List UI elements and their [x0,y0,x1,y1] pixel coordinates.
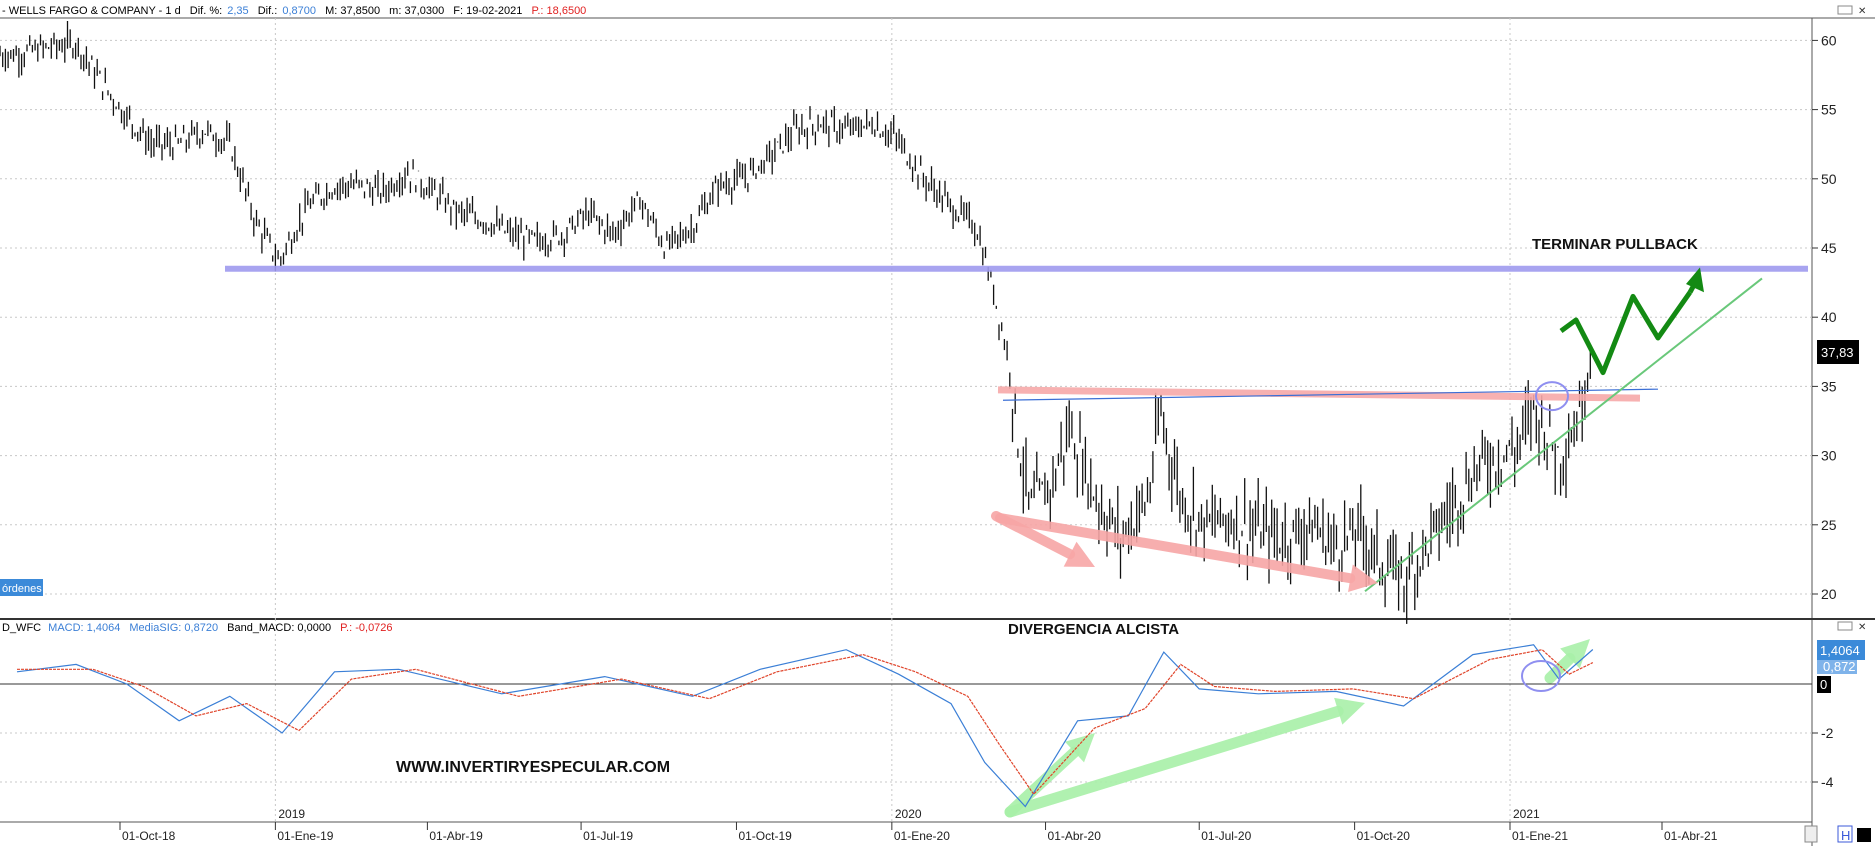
x-tick-label: 01-Abr-19 [429,829,483,843]
grid-lines [0,18,1812,619]
macd-cross-circle [1521,660,1561,692]
chart-header: - WELLS FARGO & COMPANY - 1 d Dif. %: 2,… [2,5,586,17]
price-bars [0,21,1591,624]
macd-close-icon[interactable]: ✕ [1858,622,1866,633]
x-tick-label: 01-Jul-20 [1201,829,1251,843]
ordenes-label: órdenes [2,583,42,595]
x-axis-ticks: 01-Oct-18 01-Ene-19 01-Abr-19 01-Jul-19 01-O… [119,807,1718,843]
macd-badge-text: 1,4064 [1820,643,1860,658]
x-tick-label: 01-Abr-21 [1664,829,1718,843]
x-tick-label: 01-Oct-18 [122,829,176,843]
scroll-icon[interactable] [1804,825,1818,843]
y-tick-label: 60 [1821,32,1837,48]
x-tick-label: 01-Oct-20 [1357,829,1411,843]
y-tick-label: 25 [1821,517,1837,533]
close-icon[interactable]: ✕ [1858,6,1866,17]
price-divergence-arrow-long-head [1348,564,1378,593]
x-tick-label: 01-Ene-21 [1512,829,1568,843]
x-tick-label: 01-Oct-19 [738,829,792,843]
uptrend-line [1364,277,1763,593]
x-tick-label: 01-Ene-20 [894,829,950,843]
resistance-line [1002,388,1659,401]
year-label: 2021 [1513,807,1540,821]
x-tick-label: 01-Abr-20 [1048,829,1102,843]
y-axis-ticks: 20 25 30 35 40 45 50 55 60 -4 -2 [1812,32,1837,790]
resistance-band [997,386,1641,402]
year-label: 2019 [278,807,305,821]
macd-projection-arrow-head [1560,639,1590,669]
window-controls[interactable]: ✕ [1837,5,1866,17]
stop-icon[interactable] [1857,828,1871,842]
price-badge-text: 37,83 [1821,345,1854,360]
terminar-pullback-label: TERMINAR PULLBACK [1532,236,1698,253]
y-tick-label: 45 [1821,240,1837,256]
signal-line [17,649,1594,796]
y-tick-label: 30 [1821,448,1837,464]
zero-badge-text: 0 [1820,677,1827,692]
macd-badge [1817,640,1865,660]
y-tick-label: 50 [1821,171,1837,187]
chart-overlays [225,265,1808,818]
sig-badge-text: 0,872 [1823,659,1856,674]
ordenes-tab[interactable] [0,579,43,596]
macd-window-controls[interactable]: ✕ [1837,621,1866,633]
macd-divergence-arrow-long-head [1334,697,1365,725]
zero-badge [1817,676,1831,693]
price-badge [1817,340,1859,364]
svg-text:H: H [1841,828,1850,843]
year-label: 2020 [895,807,922,821]
macd-y-tick-label: -2 [1821,725,1834,741]
price-divergence-arrow-long-shaft [995,513,1356,584]
macd-grid-lines [0,619,1812,822]
macd-projection-arrow-shaft [1544,653,1576,684]
macd-divergence-arrow-short-head [1064,733,1095,763]
y-tick-label: 35 [1821,378,1837,394]
price-divergence-arrow-short-head [1063,541,1095,567]
macd-divergence-arrow-long-shaft [1004,705,1344,818]
projection-path [1559,290,1693,376]
macd-line [16,644,1594,808]
history-icon[interactable] [1837,825,1853,843]
y-tick-label: 20 [1821,586,1837,602]
x-tick-label: 01-Jul-19 [583,829,633,843]
macd-header: D_WFC MACD: 1,4064 MediaSIG: 0,8720 Band… [2,622,393,634]
projection-arrowhead [1686,267,1704,293]
bottom-controls[interactable]: H [1804,825,1871,843]
x-tick-label: 01-Ene-19 [277,829,333,843]
y-tick-label: 40 [1821,309,1837,325]
y-tick-label: 55 [1821,102,1837,118]
sig-badge [1817,660,1857,674]
macd-lines [16,644,1594,808]
macd-y-tick-label: -4 [1821,774,1834,790]
breakout-circle [1535,381,1569,412]
website-label: WWW.INVERTIRYESPECULAR.COM [396,759,670,776]
divergencia-label: DIVERGENCIA ALCISTA [1008,621,1179,638]
